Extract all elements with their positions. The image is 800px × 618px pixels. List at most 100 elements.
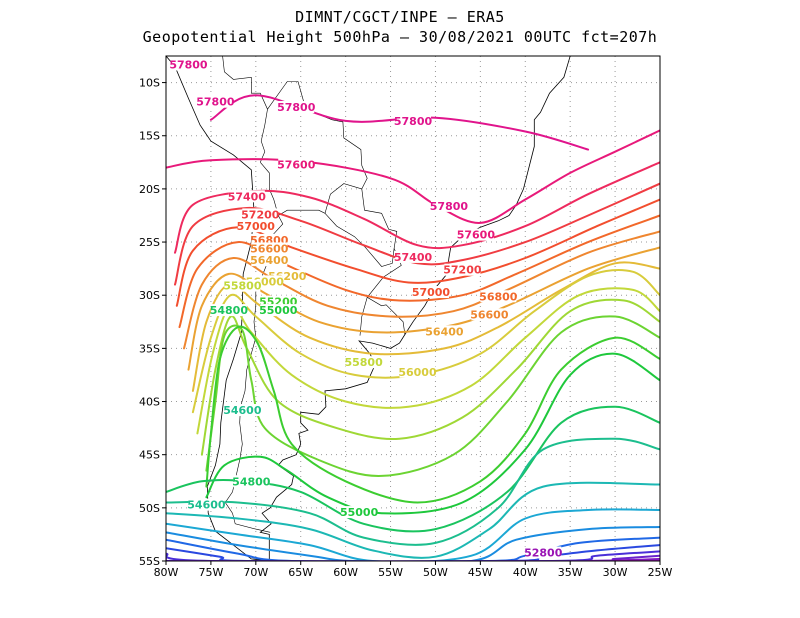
contour-label-bg bbox=[251, 254, 288, 267]
contour-56600 bbox=[183, 230, 660, 350]
country-border bbox=[267, 81, 368, 190]
contour-label-bg bbox=[170, 58, 207, 71]
axis-ticks: 80W 75W 70W 65W 60W 55W 50W 45W 40W 35W 30W 25W 10S 1… bbox=[139, 77, 673, 579]
contour-56800 bbox=[178, 214, 660, 329]
country-border bbox=[366, 248, 406, 335]
y-tick-label: 30S bbox=[139, 289, 160, 302]
y-tick-label: 45S bbox=[139, 449, 160, 462]
contour-label: 55800 bbox=[344, 356, 383, 369]
contour-label-bg bbox=[395, 114, 431, 127]
contour-label-bg bbox=[242, 208, 279, 221]
country-border bbox=[224, 162, 284, 533]
contour-label-bg bbox=[426, 325, 463, 338]
contour-57400 bbox=[174, 161, 660, 254]
contour-label: 54600 bbox=[223, 404, 262, 417]
contour-label: 57000 bbox=[237, 220, 276, 233]
y-tick-label: 20S bbox=[139, 183, 160, 196]
contour-label: 57400 bbox=[228, 190, 267, 203]
contour-label: 55800 bbox=[223, 280, 262, 293]
contour-label-bg bbox=[399, 365, 436, 378]
contour-label-bg bbox=[480, 290, 517, 303]
contour-54400 bbox=[166, 481, 660, 559]
contour-54600 bbox=[166, 437, 660, 546]
contour-55400 bbox=[205, 315, 660, 477]
contour-label: 57000 bbox=[412, 286, 451, 299]
contour-label: 57800 bbox=[430, 200, 469, 213]
map-frame bbox=[165, 55, 661, 562]
y-tick-label: 25S bbox=[139, 236, 160, 249]
contour-label: 56600 bbox=[470, 308, 509, 321]
contour-label: 57800 bbox=[169, 59, 208, 72]
contour-label-bg bbox=[260, 304, 297, 317]
contour-label-bg bbox=[251, 242, 288, 255]
contour-label-bg bbox=[278, 101, 315, 114]
y-tick-label: 55S bbox=[139, 555, 160, 568]
contour-label-bg bbox=[457, 228, 494, 241]
contour-55000 bbox=[205, 352, 660, 515]
contour-56000 bbox=[191, 269, 660, 414]
contour-label-bg bbox=[224, 279, 261, 292]
contour-54000 bbox=[166, 526, 660, 561]
contour-label-bg bbox=[525, 546, 562, 559]
contour-label: 54800 bbox=[232, 475, 271, 488]
x-tick-label: 55W bbox=[378, 566, 403, 579]
x-tick-label: 45W bbox=[468, 566, 493, 579]
contour-label: 56000 bbox=[398, 366, 437, 379]
contour-label: 57200 bbox=[443, 264, 482, 277]
contour-label: 57800 bbox=[394, 115, 433, 128]
contour-lines bbox=[166, 94, 660, 561]
contour-label: 54600 bbox=[187, 499, 226, 512]
contour-label-bg bbox=[444, 263, 481, 276]
contour-label-bg bbox=[197, 95, 234, 108]
coastline bbox=[166, 56, 270, 561]
contour-55200 bbox=[205, 325, 660, 504]
x-tick-label: 40W bbox=[513, 566, 538, 579]
contour-54800 bbox=[166, 405, 660, 533]
contour-label: 56400 bbox=[425, 325, 464, 338]
contour-label-bg bbox=[224, 404, 261, 417]
contour-label: 57200 bbox=[241, 208, 280, 221]
y-tick-label: 15S bbox=[139, 130, 160, 143]
contour-label: 56400 bbox=[250, 254, 289, 267]
contour-label: 54800 bbox=[210, 304, 249, 317]
contour-label-bg bbox=[210, 304, 247, 317]
x-tick-label: 70W bbox=[243, 566, 268, 579]
country-border bbox=[361, 188, 398, 249]
map-title-line2: Geopotential Height 500hPa – 30/08/2021 … bbox=[142, 28, 658, 46]
contour-label-bg bbox=[237, 220, 274, 233]
x-tick-label: 50W bbox=[423, 566, 448, 579]
contour-label-bg bbox=[228, 190, 265, 203]
country-border bbox=[359, 297, 368, 336]
x-tick-label: 65W bbox=[288, 566, 313, 579]
contour-label-bg bbox=[233, 475, 270, 488]
map-title-line1: DIMNT/CGCT/INPE – ERA5 bbox=[295, 8, 505, 26]
contour-54200 bbox=[166, 508, 660, 561]
country-border bbox=[222, 56, 268, 163]
contour-label: 57600 bbox=[277, 158, 316, 171]
y-tick-label: 50S bbox=[139, 502, 160, 515]
contour-label: 57400 bbox=[394, 251, 433, 264]
contour-label: 57800 bbox=[196, 96, 235, 109]
contour-53800 bbox=[166, 536, 660, 561]
y-tick-label: 40S bbox=[139, 396, 160, 409]
x-tick-label: 60W bbox=[333, 566, 358, 579]
contour-label-bg bbox=[188, 498, 225, 511]
country-border bbox=[324, 213, 395, 267]
contour-53200 bbox=[166, 554, 660, 561]
contour-label: 56600 bbox=[250, 242, 289, 255]
contour-label-bg bbox=[430, 199, 467, 212]
contour-53600 bbox=[166, 544, 660, 561]
contour-56400 bbox=[187, 246, 660, 371]
contour-label-bg bbox=[345, 356, 382, 369]
x-tick-label: 75W bbox=[198, 566, 223, 579]
contour-label: 55000 bbox=[340, 506, 379, 519]
contour-label: 57800 bbox=[277, 101, 316, 114]
contour-label-bg bbox=[412, 286, 449, 299]
x-tick-label: 35W bbox=[558, 566, 583, 579]
contour-label-bg bbox=[395, 250, 431, 263]
contour-label: 52800 bbox=[524, 546, 563, 559]
country-border bbox=[278, 183, 362, 216]
contour-label: 55000 bbox=[259, 304, 298, 317]
x-tick-label: 25W bbox=[648, 566, 673, 579]
